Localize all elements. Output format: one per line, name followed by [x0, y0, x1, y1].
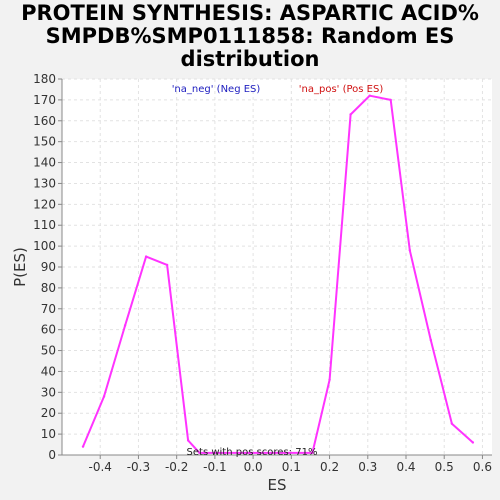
es-distribution-line [82, 94, 474, 454]
y-tick-label: 20 [41, 406, 56, 420]
y-tick-label: 10 [41, 427, 56, 441]
data-point [349, 113, 352, 116]
x-tick-label: -0.4 [89, 460, 112, 474]
y-tick-label: 170 [33, 93, 56, 107]
x-tick-label: 0.3 [358, 460, 377, 474]
data-point [328, 378, 331, 381]
grid-lines [62, 78, 492, 456]
x-axis-title: ES [268, 476, 287, 494]
x-axis-ticks: -0.4 -0.3 -0.2 -0.1 0.0 0.1 0.2 0.3 0.4 0.5 0.6 [89, 455, 492, 474]
y-tick-label: 140 [33, 156, 56, 170]
data-point [198, 451, 201, 455]
data-point [408, 249, 412, 252]
plot-area [62, 79, 492, 455]
data-point [186, 439, 190, 442]
x-tick-label: -0.2 [165, 460, 188, 474]
y-tick-label: 120 [33, 197, 56, 211]
y-tick-label: 0 [48, 448, 56, 462]
chart-title: PROTEIN SYNTHESIS: ASPARTIC ACID% SMPDB%… [0, 2, 500, 71]
y-tick-label: 110 [33, 218, 56, 232]
y-tick-label: 130 [33, 176, 56, 190]
y-axis-title: P(ES) [11, 247, 29, 287]
y-tick-label: 160 [33, 114, 56, 128]
x-tick-label: -0.3 [127, 460, 150, 474]
x-tick-label: 0.2 [320, 460, 339, 474]
y-axis-ticks: 0 10 20 30 40 50 60 70 80 90 100 110 120 130 140 150 160… [33, 72, 62, 462]
y-tick-label: 90 [41, 260, 56, 274]
y-tick-label: 100 [33, 239, 56, 253]
x-tick-label: 0.1 [282, 460, 301, 474]
legend-pos-label: 'na_pos' (Pos ES) [299, 84, 384, 95]
pos-scores-annotation: Sets with pos scores: 71% [187, 447, 318, 458]
series-group [81, 94, 475, 455]
data-point [429, 338, 433, 342]
x-tick-label: 0.6 [473, 460, 492, 474]
y-tick-label: 40 [41, 364, 56, 378]
data-point [311, 451, 314, 455]
y-tick-label: 80 [41, 281, 56, 295]
legend-neg-label: 'na_neg' (Neg ES) [172, 84, 261, 95]
x-tick-label: 0.0 [244, 460, 263, 474]
data-point [144, 255, 148, 258]
data-point [450, 422, 454, 425]
x-tick-label: 0.5 [435, 460, 454, 474]
data-point [389, 98, 392, 102]
data-point [123, 324, 127, 327]
chart-title-line-1: PROTEIN SYNTHESIS: ASPARTIC ACID% [21, 1, 479, 25]
y-tick-label: 150 [33, 135, 56, 149]
data-point [471, 441, 475, 444]
data-point [165, 263, 169, 267]
data-point [368, 94, 371, 97]
data-point [81, 445, 85, 448]
x-tick-label: 0.4 [396, 460, 415, 474]
chart-title-line-2: SMPDB%SMP0111858: Random ES [45, 24, 455, 48]
data-point [102, 395, 106, 398]
y-tick-label: 70 [41, 302, 56, 316]
y-tick-label: 180 [33, 72, 56, 86]
y-tick-label: 30 [41, 385, 56, 399]
x-tick-label: -0.1 [203, 460, 226, 474]
y-tick-label: 60 [41, 323, 56, 337]
y-tick-label: 50 [41, 344, 56, 358]
chart-title-line-3: distribution [180, 47, 320, 71]
